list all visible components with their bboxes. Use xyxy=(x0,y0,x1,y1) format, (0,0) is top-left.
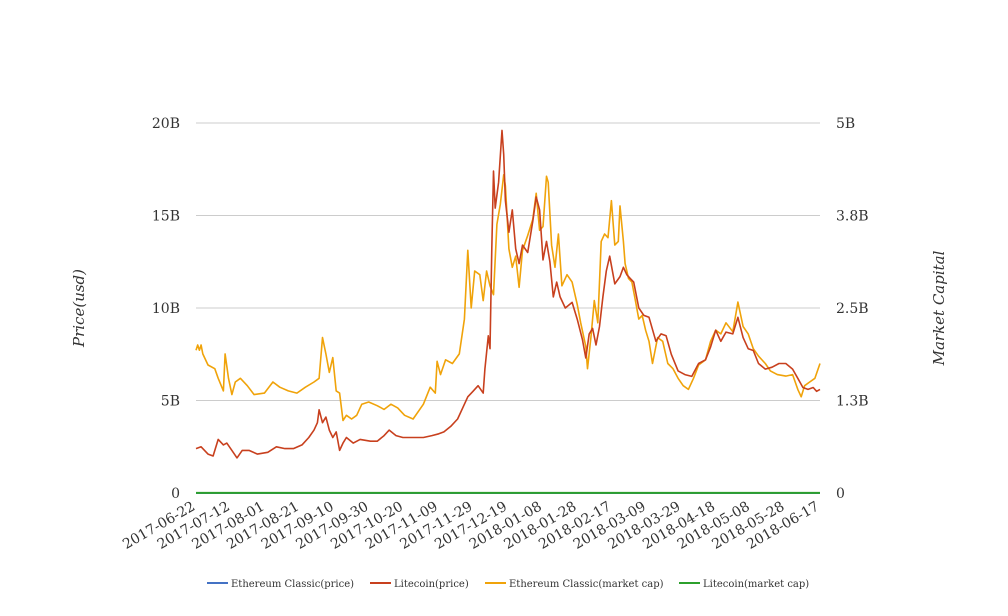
right-tick-label: 2.5B xyxy=(836,301,869,317)
right-tick-label: 1.3B xyxy=(836,394,869,410)
left-axis-ticks: 0 5B 10B 15B 20B xyxy=(152,116,180,502)
right-tick-label: 5B xyxy=(836,116,855,132)
legend-label: Litecoin(price) xyxy=(394,579,469,590)
left-tick-label: 20B xyxy=(152,116,180,132)
legend-label: Ethereum Classic(market cap) xyxy=(509,579,664,590)
left-tick-label: 0 xyxy=(171,486,180,502)
left-tick-label: 15B xyxy=(152,209,180,225)
right-tick-label: 0 xyxy=(836,486,845,502)
right-axis-ticks: 0 1.3B 2.5B 3.8B 5B xyxy=(836,116,869,502)
legend-item: Litecoin(market cap) xyxy=(679,579,809,590)
legend-label: Ethereum Classic(price) xyxy=(231,579,354,590)
legend-item: Litecoin(price) xyxy=(370,579,469,590)
series-line-ethereum-classic-market-cap xyxy=(195,174,821,422)
legend-item: Ethereum Classic(price) xyxy=(207,579,354,590)
legend-label: Litecoin(market cap) xyxy=(703,579,809,590)
left-axis-title: Price(usd) xyxy=(70,269,88,348)
series-lines xyxy=(195,129,821,494)
legend: Ethereum Classic(price) Litecoin(price) Et… xyxy=(207,579,809,590)
left-tick-label: 5B xyxy=(161,394,180,410)
left-tick-label: 10B xyxy=(152,301,180,317)
right-tick-label: 3.8B xyxy=(836,209,869,225)
gridlines xyxy=(196,122,820,494)
series-line-litecoin-price xyxy=(195,129,821,459)
legend-item: Ethereum Classic(market cap) xyxy=(485,579,664,590)
right-axis-title: Market Capital xyxy=(930,250,948,366)
x-axis-ticks: 2017-06-222017-07-122017-08-012017-08-21… xyxy=(120,499,822,553)
